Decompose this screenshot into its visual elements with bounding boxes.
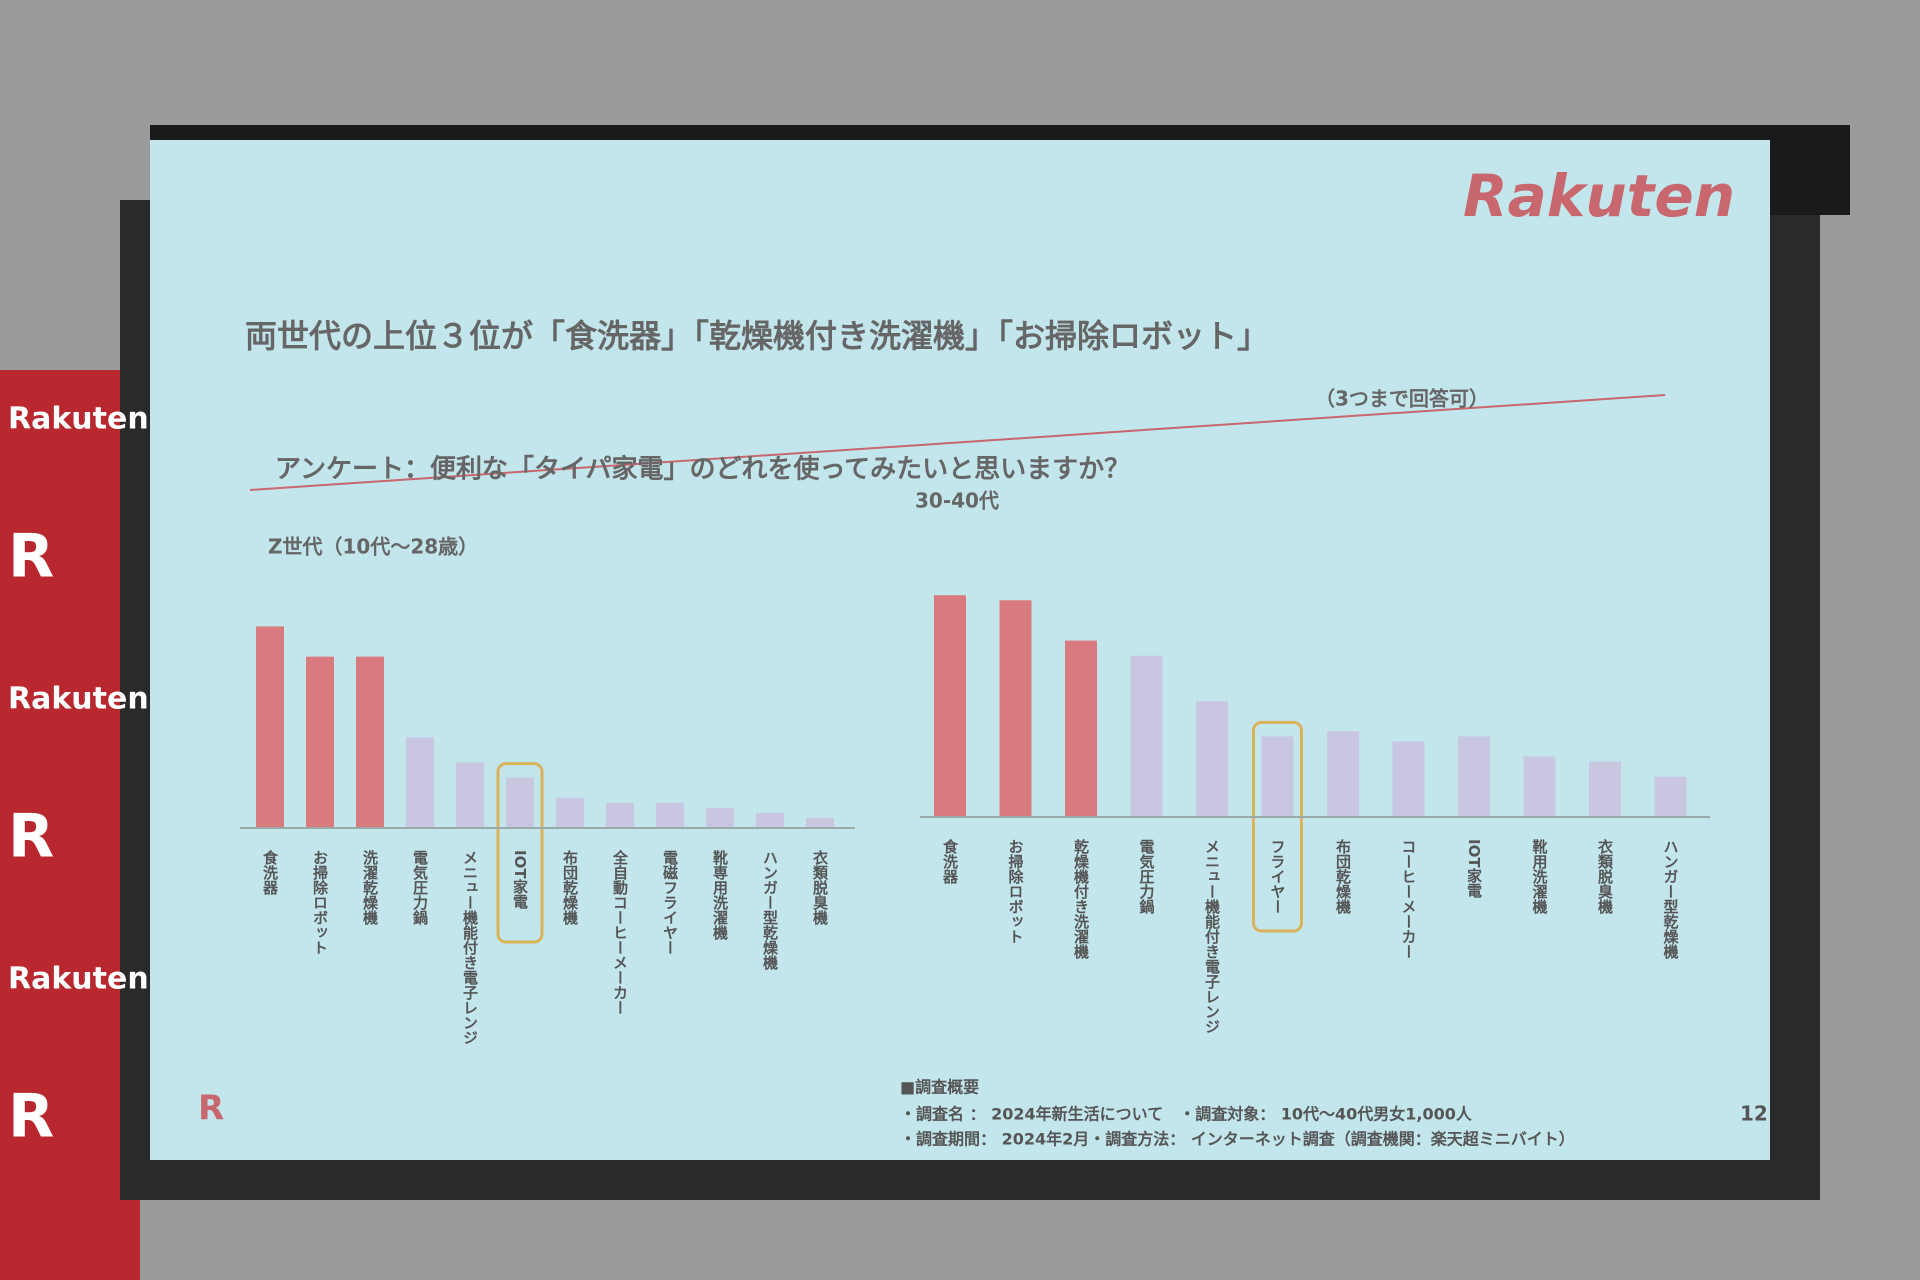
bar (934, 595, 966, 817)
bar (999, 600, 1032, 817)
x-tick-label: 電気圧力鍋 (411, 850, 429, 926)
highlight-box (1252, 720, 1303, 933)
banner-text: Rakuten (8, 962, 149, 997)
bar (506, 777, 534, 828)
bar (456, 762, 484, 828)
charts: Z世代（10代～28歳） 食洗器 お掃除ロボット 洗濯乾燥機 電気圧力鍋 メニュー機能付き… (240, 489, 1710, 1045)
bar (1261, 736, 1294, 817)
question: アンケート：便利な「タイパ家電」のどれを使ってみたいと思いますか？ (275, 454, 1130, 485)
bar (556, 797, 584, 828)
corner-logo: R (198, 1089, 224, 1129)
x-tick-label: 布団乾燥機 (1334, 838, 1352, 915)
x-tick-label: フライヤー (1269, 839, 1287, 914)
bar (256, 626, 284, 828)
title-rule (249, 394, 1666, 491)
x-tick-label: 食洗器 (941, 838, 959, 885)
x-tick-label: 電磁フライヤー (661, 850, 679, 955)
bar (1130, 655, 1163, 817)
banner-text: R (8, 522, 54, 592)
bar (306, 656, 334, 828)
bar (1327, 731, 1359, 817)
question-note: （3つまで回答可） (1315, 387, 1489, 411)
x-tick-label: メニュー機能付き電子レンジ (1203, 839, 1221, 1034)
bar (706, 807, 734, 828)
bar (806, 817, 834, 828)
bar (1458, 736, 1490, 817)
x-tick-label: メニュー機能付き電子レンジ (461, 850, 479, 1045)
page-number: 12 (1740, 1102, 1768, 1126)
slide-title: 両世代の上位３位が「食洗器」「乾燥機付き洗濯機」「お掃除ロボット」 (245, 317, 1269, 355)
x-tick-label: お掃除ロボット (311, 850, 329, 955)
x-tick-label: コーヒーメーカー (1400, 839, 1418, 959)
x-tick-label: 洗濯乾燥機 (361, 849, 379, 926)
bar (406, 737, 434, 828)
banner-text: R (8, 802, 54, 872)
bar (1392, 741, 1425, 817)
chart-title: 30-40代 (915, 489, 999, 513)
banner (0, 370, 140, 1280)
x-tick-label: 全自動コーヒーメーカー (611, 849, 629, 1015)
bar (356, 656, 384, 828)
bar (1065, 640, 1097, 817)
x-tick-label: IOT家電 (511, 850, 529, 910)
x-tick-label: 靴用洗濯機 (1531, 838, 1549, 915)
footnote: ・調査名 ： 2024年新生活について ・調査対象： 10代～40代男女1,00… (900, 1105, 1473, 1124)
footnote: ■調査概要 (900, 1078, 979, 1097)
x-tick-label: 食洗器 (261, 849, 279, 896)
highlight-box (496, 762, 544, 944)
x-tick-label: 乾燥機付き洗濯機 (1072, 838, 1090, 960)
logo: Rakuten (1463, 162, 1735, 230)
bar (656, 802, 684, 828)
bar (1523, 756, 1556, 817)
bar (1196, 701, 1228, 817)
bar (606, 802, 634, 828)
x-tick-label: 靴専用洗濯機 (711, 849, 729, 941)
footnote: ・調査期間： 2024年2月・調査方法： インターネット調査（調査機関：楽天超ミ… (900, 1130, 1575, 1149)
x-tick-label: ハンガー型乾燥機 (1662, 839, 1680, 960)
banner-text: Rakuten (8, 682, 149, 717)
x-tick-label: 電気圧力鍋 (1138, 839, 1156, 915)
x-tick-label: 衣類脱臭機 (1596, 838, 1614, 915)
x-tick-label: 布団乾燥機 (561, 849, 579, 926)
bar (1589, 761, 1621, 817)
banner-texts: Rakuten R Rakuten R Rakuten R (8, 402, 149, 1152)
bar (1654, 776, 1687, 817)
bar (756, 812, 784, 828)
banner-text: R (8, 1082, 54, 1152)
banner-text: Rakuten (8, 402, 149, 437)
chart-title: Z世代（10代～28歳） (268, 535, 478, 559)
x-tick-label: ハンガー型乾燥機 (761, 850, 779, 971)
x-tick-label: IOT家電 (1465, 839, 1483, 899)
x-tick-label: お掃除ロボット (1007, 839, 1025, 944)
x-tick-label: 衣類脱臭機 (811, 849, 829, 926)
